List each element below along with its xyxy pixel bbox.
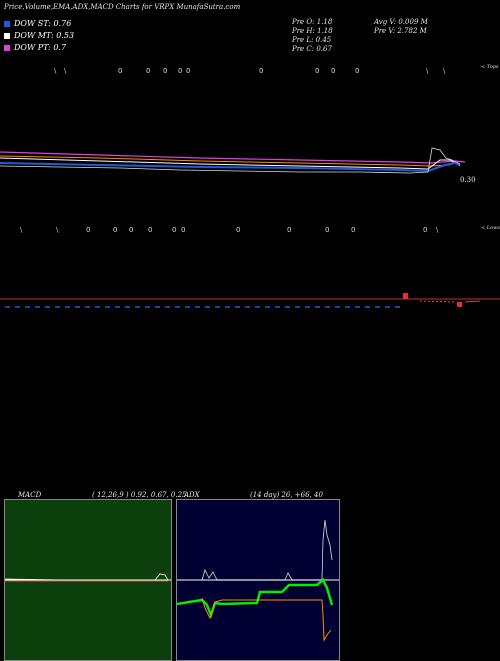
- adx-panel: [176, 499, 340, 661]
- avg-volume: Avg V: 0.009 M: [374, 18, 428, 26]
- svg-text:\: \: [20, 226, 23, 234]
- svg-text:\: \: [436, 226, 439, 234]
- svg-text:0: 0: [148, 226, 152, 234]
- svg-text:0: 0: [287, 226, 291, 234]
- svg-text:0: 0: [86, 226, 90, 234]
- dow-mt-swatch-icon: [4, 33, 10, 39]
- minus-di-line: [201, 597, 332, 642]
- volume-bar: [403, 293, 408, 299]
- red-dash-2: [464, 300, 481, 303]
- svg-text:0: 0: [351, 226, 355, 234]
- prev-close: Pre C: 0.67: [292, 45, 332, 53]
- adx-params: (14 day) 26, +66, 40: [250, 491, 323, 499]
- svg-text:0: 0: [325, 226, 329, 234]
- price-line: [0, 147, 461, 174]
- svg-text:0: 0: [315, 67, 319, 75]
- svg-text:0: 0: [172, 226, 176, 234]
- ema-st-line: [0, 161, 461, 173]
- adx-line: [201, 519, 333, 581]
- adx-title: ADX: [184, 491, 200, 499]
- svg-text:0: 0: [181, 226, 185, 234]
- svg-text:0: 0: [163, 67, 167, 75]
- svg-text:\: \: [426, 67, 429, 75]
- macd-panel: [4, 499, 172, 661]
- svg-text:0: 0: [178, 67, 182, 75]
- macd-title: MACD: [18, 491, 42, 499]
- svg-text:0: 0: [355, 67, 359, 75]
- legend-dow-mt: DOW MT: 0.53: [4, 31, 74, 42]
- legend-dow-pt: DOW PT: 0.7: [4, 43, 66, 54]
- svg-text:0: 0: [146, 67, 150, 75]
- chart-title: Price,Volume,EMA,ADX,MACD Charts for VRP…: [4, 3, 241, 11]
- prev-volume: Pre V: 2.782 M: [374, 27, 427, 35]
- dow-st-swatch-icon: [4, 21, 10, 27]
- svg-text:0: 0: [331, 67, 335, 75]
- svg-text:0: 0: [118, 67, 122, 75]
- ema-pt-line: [0, 151, 466, 164]
- red-dash: [419, 300, 456, 303]
- svg-text:0: 0: [423, 226, 427, 234]
- dow-pt-swatch-icon: [4, 45, 10, 51]
- svg-text:\: \: [54, 67, 57, 75]
- legend-dow-st: DOW ST: 0.76: [4, 19, 71, 30]
- lows-label: < Lows: [481, 225, 500, 231]
- svg-text:0: 0: [259, 67, 263, 75]
- price-label: 0.30: [460, 176, 476, 184]
- svg-text:0: 0: [236, 226, 240, 234]
- prev-high: Pre H: 1.18: [292, 27, 333, 35]
- svg-text:0: 0: [113, 226, 117, 234]
- svg-text:\: \: [64, 67, 67, 75]
- adx-chart: [177, 519, 339, 642]
- volume-bar-2: [457, 302, 462, 307]
- svg-text:0: 0: [129, 226, 133, 234]
- prev-open: Pre O: 1.18: [292, 18, 333, 26]
- tops-label: < Tops: [481, 64, 499, 70]
- macd-chart: [5, 573, 171, 582]
- macd-params: ( 12,26,9 ) 0.92, 0.67, 0.25: [92, 491, 187, 499]
- plus-di-line: [177, 578, 334, 619]
- ema-mt-line: [0, 157, 461, 170]
- svg-text:0: 0: [186, 67, 190, 75]
- ema-orange-line: [0, 155, 451, 167]
- macd-line: [5, 573, 169, 581]
- svg-text:\: \: [56, 226, 59, 234]
- svg-text:\: \: [443, 67, 446, 75]
- prev-low: Pre L: 0.45: [292, 36, 332, 44]
